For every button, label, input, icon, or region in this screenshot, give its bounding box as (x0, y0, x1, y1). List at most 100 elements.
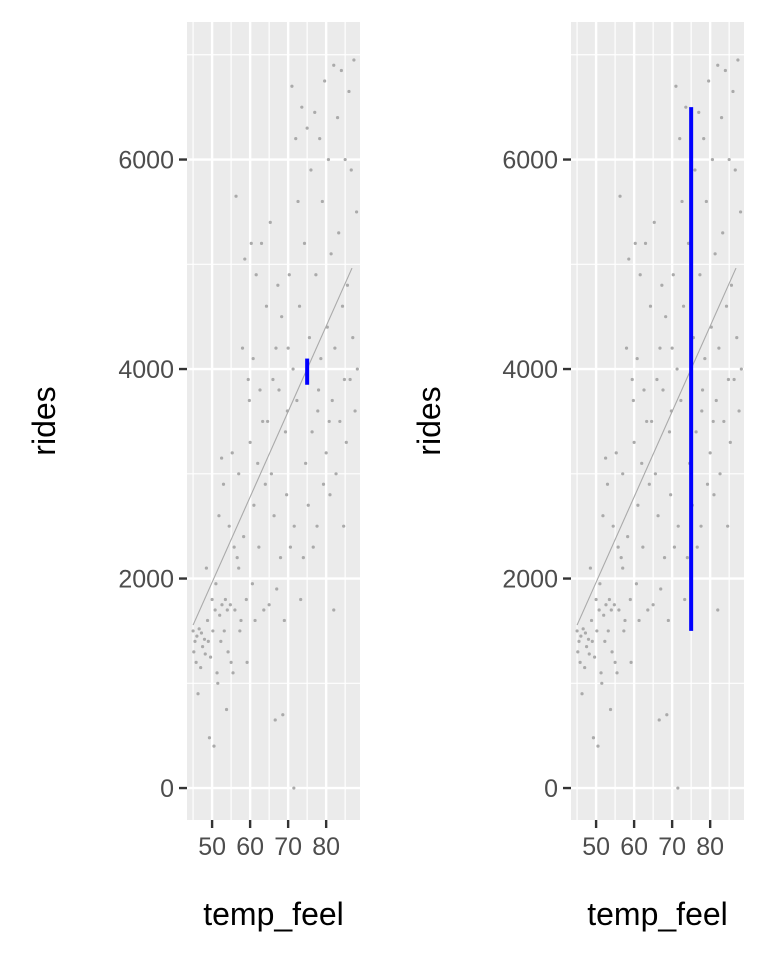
data-point (286, 346, 290, 350)
data-point (332, 608, 336, 612)
x-tick-label: 70 (274, 833, 302, 861)
x-tick-label: 60 (620, 833, 648, 861)
data-point (273, 718, 277, 722)
data-point (351, 336, 355, 340)
data-point (684, 105, 688, 109)
data-point (334, 472, 338, 476)
data-point (305, 126, 309, 130)
data-point (603, 639, 607, 643)
data-point (587, 652, 591, 656)
data-point (578, 660, 582, 664)
data-point (280, 315, 284, 319)
data-point (271, 377, 275, 382)
data-point (251, 356, 255, 361)
x-tick-label: 60 (236, 833, 264, 861)
data-point (591, 736, 596, 740)
data-point (666, 618, 670, 623)
data-point (243, 257, 247, 261)
data-point (628, 597, 632, 602)
data-point (610, 650, 614, 654)
data-point (708, 451, 712, 455)
data-point (307, 336, 312, 340)
x-axis-title: temp_feel (203, 896, 344, 932)
data-point (207, 736, 212, 740)
data-point (313, 110, 317, 115)
data-point (615, 671, 619, 675)
data-point (619, 555, 623, 560)
data-point (700, 388, 705, 392)
data-point (710, 157, 715, 162)
data-point (595, 629, 599, 633)
data-point (335, 116, 340, 120)
data-point (327, 419, 331, 424)
data-point (254, 273, 258, 277)
data-point (640, 461, 644, 465)
data-point (670, 346, 674, 350)
data-point (652, 220, 656, 224)
data-point (627, 257, 631, 261)
data-point (601, 514, 605, 518)
data-point (584, 645, 589, 649)
data-point (347, 89, 351, 94)
data-point (726, 377, 731, 382)
data-point (203, 652, 207, 656)
data-point (656, 514, 660, 518)
data-point (288, 545, 293, 549)
data-point (333, 346, 337, 350)
data-point (259, 241, 264, 245)
data-point (250, 582, 254, 586)
data-point (324, 451, 328, 455)
data-point (685, 555, 689, 560)
y-axis-title: rides (411, 386, 447, 455)
data-point (205, 618, 210, 623)
data-point (631, 398, 635, 403)
data-point (580, 692, 584, 696)
data-point (272, 514, 276, 518)
data-point (196, 692, 200, 696)
data-point (218, 613, 222, 617)
data-point (263, 482, 267, 486)
data-point (285, 493, 289, 497)
y-tick-label: 6000 (502, 147, 558, 175)
data-point (632, 440, 636, 444)
data-point (722, 419, 726, 424)
data-point (703, 356, 707, 361)
data-point (217, 514, 221, 518)
data-point (297, 304, 302, 308)
data-point (645, 419, 649, 424)
data-point (248, 440, 252, 444)
data-point (213, 608, 217, 612)
data-point (228, 603, 232, 607)
data-point (212, 744, 216, 748)
data-point (275, 587, 279, 591)
data-point (697, 110, 701, 115)
data-point (600, 681, 604, 685)
data-point (194, 660, 198, 664)
data-point (222, 629, 226, 633)
x-tick-label: 50 (582, 833, 610, 861)
data-point (626, 535, 630, 539)
data-point (646, 608, 650, 612)
data-point (604, 456, 608, 460)
y-tick-label: 2000 (118, 566, 174, 594)
data-point (338, 419, 342, 424)
data-point (199, 631, 204, 635)
data-point (290, 84, 294, 88)
data-point (268, 220, 272, 224)
data-point (216, 681, 220, 685)
data-point (320, 199, 324, 204)
data-point (238, 629, 242, 633)
data-point (292, 786, 296, 790)
data-point (237, 472, 241, 476)
trend-line (576, 267, 737, 626)
data-point (349, 168, 353, 172)
data-point (294, 136, 298, 141)
data-point (711, 419, 715, 424)
data-point (344, 440, 348, 444)
data-point (611, 524, 615, 528)
data-point (727, 157, 731, 162)
data-point (604, 603, 608, 607)
panel-right: 0 2000 4000 6000 50 60 70 80 temp_feel rides (411, 22, 744, 932)
data-point (221, 482, 226, 486)
x-tick-label: 80 (696, 833, 724, 861)
